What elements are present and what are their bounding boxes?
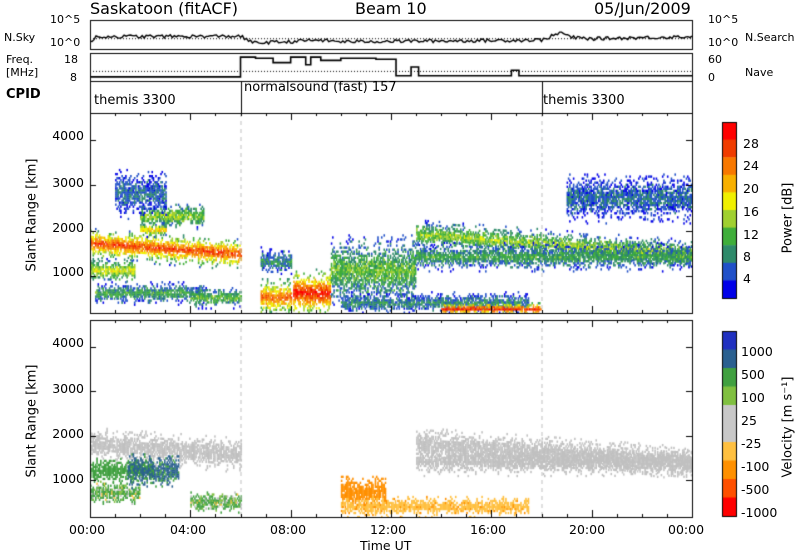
xtick-0800: 08:00 [270,522,307,537]
noise-tick-low: 10^0 [50,36,81,49]
date-title: 05/Jun/2009 [594,0,691,18]
beam-title: Beam 10 [355,0,427,18]
cpid-mode-1: themis 3300 [94,93,176,108]
vel-cbar-1000: 1000 [741,344,773,359]
power-cbar-16: 16 [743,204,759,219]
velocity-colorbar-label: Velocity [m s⁻¹] [780,376,796,478]
freq-tick-high: 18 [64,53,78,66]
velocity-ytick-4000: 4000 [52,335,84,350]
power-cbar-28: 28 [743,136,759,151]
xtick-2400: 00:00 [668,522,705,537]
power-cbar-24: 24 [743,158,759,173]
nave-tick-high: 60 [708,53,722,66]
power-cbar-20: 20 [743,181,759,196]
vel-cbar-25: 25 [741,413,757,428]
freq-tick-low: 8 [70,71,77,84]
vel-cbar-m25: -25 [741,436,762,451]
xtick-1200: 12:00 [370,522,407,537]
power-ytick-2000: 2000 [52,220,84,235]
power-colorbar-label: Power [dB] [780,182,796,254]
xtick-2000: 20:00 [569,522,606,537]
xlabel-time: Time UT [360,538,412,553]
nave-label: Nave [745,66,774,79]
mhz-label: [MHz] [6,66,39,79]
power-cbar-8: 8 [743,249,751,264]
power-ylabel: Slant Range [km] [24,158,40,272]
vel-cbar-m500: -500 [741,482,770,497]
velocity-ytick-2000: 2000 [52,426,84,441]
radar-title: Saskatoon (fitACF) [90,0,239,18]
cpid-mode-3: themis 3300 [543,93,625,108]
velocity-ylabel: Slant Range [km] [24,364,40,478]
power-ytick-4000: 4000 [52,128,84,143]
power-cbar-4: 4 [743,271,751,286]
nsearch-label: N.Search [745,31,795,44]
nsearch-tick-high: 10^5 [708,13,739,26]
velocity-ytick-3000: 3000 [52,381,84,396]
freq-label: Freq. [6,53,34,66]
cpid-label: CPID [6,87,41,102]
xtick-0400: 04:00 [170,522,207,537]
vel-cbar-m1000: -1000 [741,505,778,520]
nave-tick-low: 0 [708,71,715,84]
vel-cbar-100: 100 [741,390,765,405]
vel-cbar-m100: -100 [741,459,770,474]
nsky-label: N.Sky [4,31,36,44]
power-ytick-1000: 1000 [52,264,84,279]
vel-cbar-500: 500 [741,367,765,382]
velocity-ytick-1000: 1000 [52,471,84,486]
cpid-mode-2: normalsound (fast) 157 [244,80,397,95]
nsearch-tick-low: 10^0 [708,36,739,49]
xtick-1600: 16:00 [470,522,507,537]
power-ytick-3000: 3000 [52,175,84,190]
xtick-0000: 00:00 [69,522,106,537]
noise-tick-high: 10^5 [50,13,81,26]
power-cbar-12: 12 [743,227,759,242]
